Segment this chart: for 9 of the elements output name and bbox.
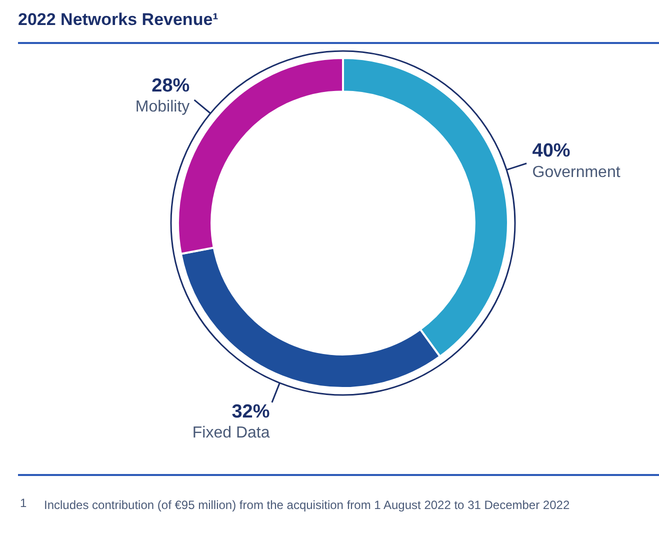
data-label: 40% [532, 140, 570, 162]
text: 1 [20, 496, 27, 510]
slice-label: Fixed Data [192, 424, 270, 442]
data-label: 32% [232, 401, 270, 422]
text: Includes contribution (of €95 million) from the acquisition from 1 August 2022 to 31 December 2022 [44, 497, 571, 514]
chart-title: 2022 Networks Revenue¹ [18, 10, 218, 30]
slice-label: Mobility [135, 98, 190, 116]
slice-label: Government [532, 164, 621, 181]
data-label: 28% [152, 75, 190, 96]
